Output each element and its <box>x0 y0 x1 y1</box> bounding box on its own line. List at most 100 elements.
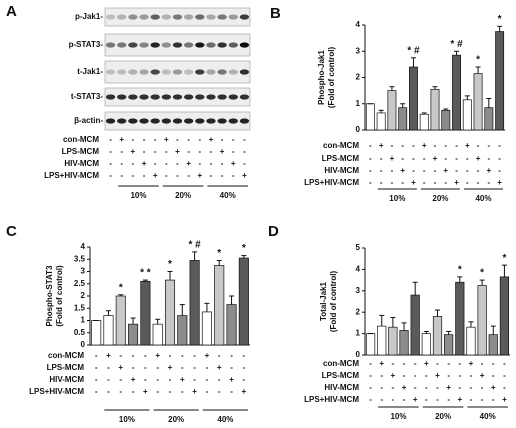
condition-sign: - <box>425 395 428 404</box>
group-label: 20% <box>175 191 191 200</box>
bar <box>164 279 176 346</box>
blot-band <box>150 118 160 124</box>
condition-sign: - <box>423 178 426 187</box>
condition-sign: - <box>230 351 233 360</box>
bar <box>226 304 237 346</box>
blot-band <box>105 69 116 75</box>
blot-band <box>217 14 227 20</box>
bar <box>473 73 483 131</box>
condition-sign: + <box>142 159 147 168</box>
condition-sign: - <box>436 395 439 404</box>
blot-band <box>161 14 172 20</box>
condition-sign: - <box>481 395 484 404</box>
blot-band <box>161 42 172 48</box>
condition-sign: - <box>392 359 395 368</box>
blot-band <box>161 69 172 75</box>
condition-sign: - <box>95 351 98 360</box>
bar <box>365 333 376 356</box>
blot-band <box>150 69 160 75</box>
bar <box>214 265 225 346</box>
condition-sign: - <box>198 159 201 168</box>
condition-sign: - <box>232 147 235 156</box>
condition-sign: - <box>206 387 209 396</box>
bar <box>421 333 431 356</box>
condition-sign: + <box>435 371 440 380</box>
condition-sign: + <box>469 359 474 368</box>
blot-band <box>239 42 250 48</box>
bar <box>410 294 420 356</box>
condition-sign: - <box>156 375 159 384</box>
blot-band <box>183 69 194 75</box>
bar <box>430 88 440 131</box>
significance: * # <box>407 45 420 56</box>
group-label: 10% <box>119 415 135 424</box>
condition-sign: - <box>470 395 473 404</box>
bar <box>466 326 476 356</box>
condition-sign: + <box>164 135 169 144</box>
condition-sign: - <box>221 171 224 180</box>
condition-sign: - <box>198 135 201 144</box>
condition-sign: - <box>144 363 147 372</box>
condition-label: con-MCM <box>323 359 359 368</box>
condition-sign: - <box>434 178 437 187</box>
condition-sign: - <box>165 147 168 156</box>
condition-sign: - <box>447 371 450 380</box>
condition-sign: - <box>132 351 135 360</box>
condition-sign: + <box>205 351 210 360</box>
group-label: 20% <box>168 415 184 424</box>
condition-sign: - <box>369 166 372 175</box>
condition-sign: - <box>243 147 246 156</box>
condition-sign: - <box>154 159 157 168</box>
condition-sign: + <box>454 178 459 187</box>
blot-band <box>128 118 138 124</box>
condition-sign: - <box>154 135 157 144</box>
blot-band <box>139 14 149 20</box>
y-tick-label: 3 <box>81 267 86 276</box>
y-tick-label: 3.5 <box>74 254 86 263</box>
condition-sign: - <box>154 147 157 156</box>
blot-band <box>117 42 127 48</box>
condition-sign: - <box>477 166 480 175</box>
condition-sign: - <box>132 135 135 144</box>
bar <box>398 107 408 131</box>
y-tick-label: 1.5 <box>74 303 86 312</box>
condition-label: LPS-MCM <box>322 371 360 380</box>
condition-sign: - <box>466 178 469 187</box>
condition-sign: + <box>175 147 180 156</box>
condition-sign: - <box>492 371 495 380</box>
blot-band <box>150 14 160 20</box>
condition-sign: - <box>412 154 415 163</box>
condition-sign: - <box>455 166 458 175</box>
condition-sign: - <box>481 383 484 392</box>
significance: * <box>168 259 172 270</box>
y-tick-label: 2.5 <box>74 279 86 288</box>
condition-sign: - <box>210 159 213 168</box>
condition-sign: - <box>107 387 110 396</box>
blot-band <box>105 118 116 124</box>
condition-sign: - <box>401 154 404 163</box>
condition-sign: - <box>132 363 135 372</box>
blot-band <box>128 14 138 20</box>
condition-sign: - <box>380 371 383 380</box>
condition-sign: - <box>95 387 98 396</box>
blot-band <box>117 69 127 75</box>
condition-sign: - <box>193 351 196 360</box>
condition-sign: - <box>193 363 196 372</box>
condition-sign: + <box>131 147 136 156</box>
protein-label: β-actin- <box>74 116 103 125</box>
condition-sign: + <box>491 383 496 392</box>
condition-sign: - <box>369 141 372 150</box>
condition-sign: - <box>232 135 235 144</box>
condition-sign: - <box>391 166 394 175</box>
significance: * <box>119 282 123 293</box>
bar <box>128 323 139 346</box>
condition-sign: - <box>391 178 394 187</box>
condition-sign: + <box>153 171 158 180</box>
condition-label: LPS+HIV-MCM <box>304 395 359 404</box>
blot-band <box>195 118 205 124</box>
bar <box>91 320 102 346</box>
significance: * # <box>450 39 463 50</box>
blot-band <box>183 42 194 48</box>
condition-sign: - <box>143 147 146 156</box>
condition-sign: + <box>242 387 247 396</box>
